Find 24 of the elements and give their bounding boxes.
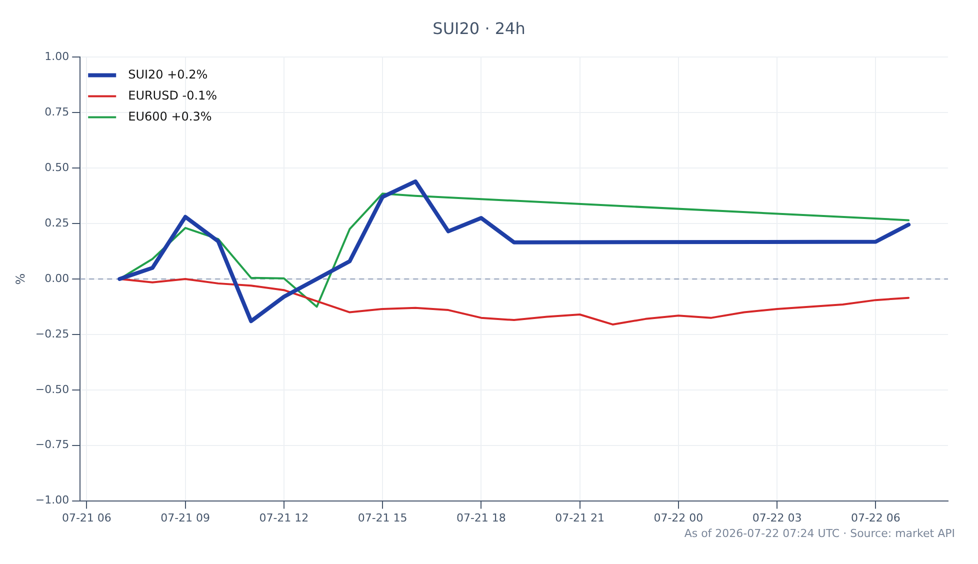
y-tick-label: −0.50 — [35, 382, 70, 396]
x-tick-label: 07-21 06 — [62, 511, 112, 524]
x-tick-label: 07-22 03 — [752, 511, 802, 524]
y-tick-label: 0.25 — [44, 216, 70, 230]
x-tick-label: 07-21 15 — [358, 511, 408, 524]
legend-label: EU600 +0.3% — [128, 109, 212, 124]
y-axis-title: % — [13, 273, 28, 285]
x-tick-label: 07-22 06 — [850, 511, 900, 524]
y-tick-label: −0.75 — [35, 438, 70, 452]
text: As of 2026-07-22 07:24 UTC · Source: market API — [684, 526, 955, 540]
x-tick-label: 07-21 09 — [160, 511, 210, 524]
chart-title: SUI20 · 24h — [432, 18, 526, 38]
y-tick-label: 0.75 — [44, 106, 70, 119]
x-tick-label: 07-21 18 — [456, 511, 506, 524]
y-tick-label: 0.00 — [44, 272, 70, 285]
x-tick-label: 07-21 21 — [555, 511, 605, 524]
y-tick-label: −1.00 — [35, 494, 70, 507]
legend-label: EURUSD -0.1% — [128, 88, 218, 102]
y-tick-label: 1.00 — [44, 50, 70, 64]
x-tick-label: 07-21 12 — [259, 511, 309, 524]
y-tick-label: 0.50 — [44, 160, 70, 174]
x-tick-label: 07-22 00 — [654, 511, 704, 524]
y-tick-label: −0.25 — [35, 327, 70, 340]
legend-label: SUI20 +0.2% — [128, 67, 208, 82]
